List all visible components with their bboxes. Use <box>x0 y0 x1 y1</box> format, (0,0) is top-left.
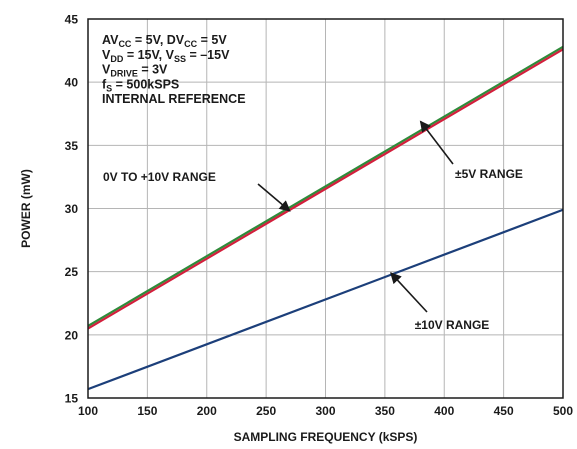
annotation-arrow <box>390 272 428 313</box>
series-line-1 <box>87 45 564 327</box>
condition-subscript: SS <box>174 54 186 64</box>
y-tick-label: 45 <box>65 13 79 27</box>
x-tick-label: 300 <box>315 404 335 418</box>
x-tick-label: 100 <box>78 404 98 418</box>
condition-text: = 3V <box>138 63 168 77</box>
condition-subscript: S <box>106 83 112 93</box>
annotation-label: ±10V RANGE <box>415 318 490 332</box>
condition-line: VDD = 15V, VSS = –15V <box>102 48 230 64</box>
annotation-label: 0V TO +10V RANGE <box>103 170 216 184</box>
condition-text: V <box>102 63 111 77</box>
condition-subscript: CC <box>118 39 131 49</box>
x-tick-label: 150 <box>137 404 157 418</box>
x-tick-label: 400 <box>434 404 454 418</box>
x-tick-label: 450 <box>494 404 514 418</box>
y-tick-label: 25 <box>65 265 79 279</box>
condition-line: AVCC = 5V, DVCC = 5V <box>102 33 227 49</box>
condition-text: = 500kSPS <box>112 77 179 91</box>
condition-text: = 15V, V <box>123 48 174 62</box>
annotation-arrow <box>419 120 454 165</box>
condition-text: f <box>102 77 107 91</box>
y-tick-label: 30 <box>65 202 79 216</box>
condition-line: fS = 500kSPS <box>102 77 179 93</box>
y-tick-label: 15 <box>65 392 79 406</box>
condition-line: VDRIVE = 3V <box>102 63 168 79</box>
condition-subscript: CC <box>184 39 197 49</box>
annotation-arrow <box>257 183 291 212</box>
series-line-0 <box>87 48 564 330</box>
y-tick-label: 20 <box>65 328 79 342</box>
x-axis-label: SAMPLING FREQUENCY (kSPS) <box>234 430 418 444</box>
condition-text: V <box>102 48 111 62</box>
x-tick-label: 350 <box>375 404 395 418</box>
y-tick-label: 40 <box>65 76 79 90</box>
plot-frame <box>87 18 564 399</box>
y-axis-label: POWER (mW) <box>19 169 33 248</box>
y-tick-label: 35 <box>65 139 79 153</box>
tick-labels: 100 150 200 250 300 350 400 450 500 15 20 25 30 35 40 4… <box>65 13 574 419</box>
x-tick-label: 500 <box>553 404 573 418</box>
condition-subscript: DRIVE <box>110 69 138 79</box>
annotation-label: ±5V RANGE <box>455 167 523 181</box>
condition-text: = 5V, DV <box>131 33 184 47</box>
series-lines <box>87 45 564 391</box>
condition-text: = 5V <box>197 33 227 47</box>
series-line-2 <box>87 208 564 391</box>
condition-text: AV <box>102 33 119 47</box>
condition-subscript: DD <box>110 54 123 64</box>
annotations: 0V TO +10V RANGE ±5V RANGE ±10V RANGE <box>103 120 523 332</box>
grid <box>87 18 564 399</box>
x-tick-label: 200 <box>197 404 217 418</box>
x-tick-label: 250 <box>256 404 276 418</box>
condition-line: INTERNAL REFERENCE <box>102 92 246 106</box>
condition-text: INTERNAL REFERENCE <box>102 92 246 106</box>
condition-text: = –15V <box>186 48 230 62</box>
